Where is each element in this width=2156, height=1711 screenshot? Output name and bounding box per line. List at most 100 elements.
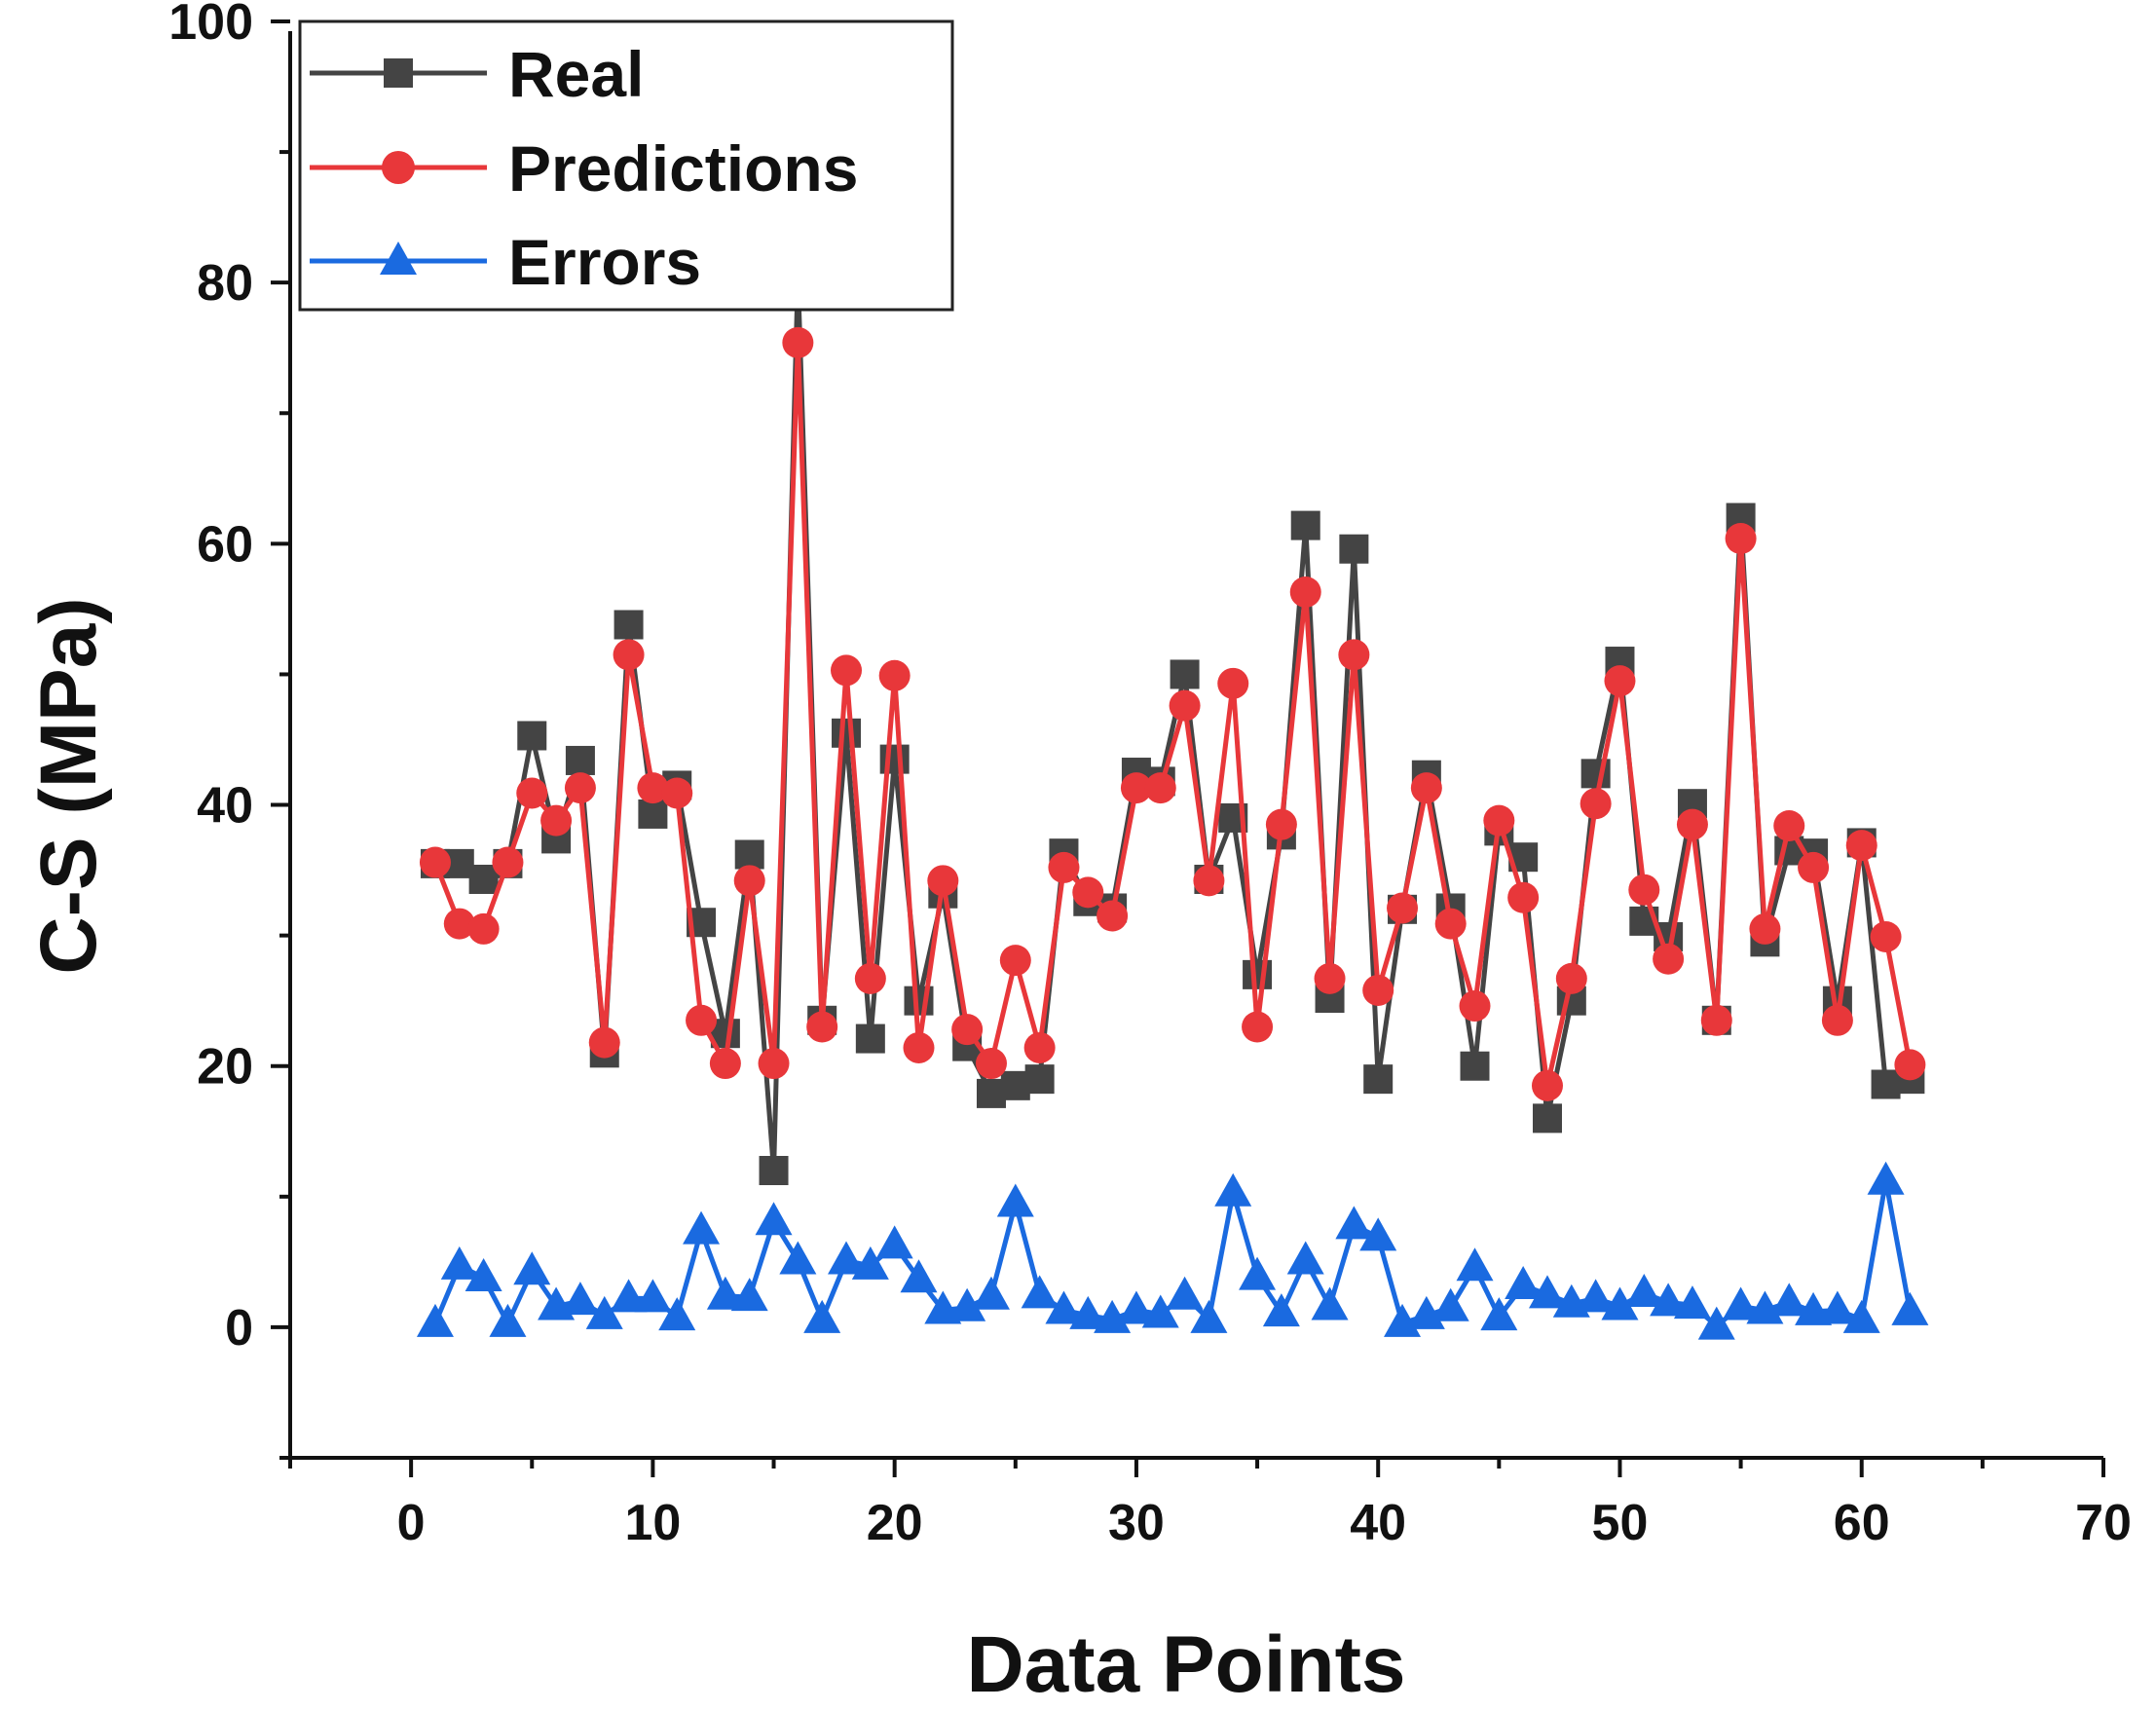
data-point-predictions xyxy=(1821,1004,1853,1036)
x-tick-label: 60 xyxy=(1834,1495,1890,1551)
data-point-errors xyxy=(1818,1290,1856,1324)
data-point-errors xyxy=(1577,1279,1615,1313)
data-point-errors xyxy=(1673,1285,1711,1320)
data-point-predictions xyxy=(878,659,911,691)
y-tick-label: 0 xyxy=(225,1300,253,1357)
data-point-predictions xyxy=(758,1048,790,1080)
data-point-errors xyxy=(1625,1274,1663,1308)
data-point-predictions xyxy=(492,846,524,878)
data-point-errors xyxy=(1795,1291,1833,1325)
legend-marker-real xyxy=(384,58,413,88)
data-point-predictions xyxy=(564,772,596,804)
data-point-errors xyxy=(1069,1295,1107,1329)
data-point-predictions xyxy=(1604,665,1636,697)
data-point-predictions xyxy=(1483,804,1515,837)
data-point-real xyxy=(1363,1064,1394,1095)
data-point-predictions xyxy=(1725,523,1757,554)
data-point-errors xyxy=(755,1202,793,1236)
data-point-errors xyxy=(1335,1206,1373,1240)
data-point-errors xyxy=(875,1225,913,1259)
data-point-predictions xyxy=(1845,830,1877,862)
x-tick-label: 70 xyxy=(2075,1495,2132,1551)
data-point-predictions xyxy=(1580,788,1612,820)
data-point-predictions xyxy=(1242,1011,1274,1043)
y-tick-label: 20 xyxy=(197,1039,253,1096)
data-point-real xyxy=(734,839,764,870)
data-point-predictions xyxy=(1097,900,1129,932)
data-point-errors xyxy=(416,1303,454,1337)
data-point-real xyxy=(879,744,910,774)
series-predictions xyxy=(419,326,1926,1101)
data-point-errors xyxy=(1117,1290,1155,1324)
data-point-errors xyxy=(948,1287,986,1321)
data-point-predictions xyxy=(1700,1004,1732,1036)
x-axis-ticks: 0 10 20 30 40 50 60 70 xyxy=(288,1458,2132,1551)
data-point-predictions xyxy=(1193,865,1225,897)
data-point-predictions xyxy=(782,326,814,358)
x-tick-label: 20 xyxy=(867,1495,923,1551)
data-point-predictions xyxy=(1434,908,1467,940)
data-point-errors xyxy=(513,1251,551,1285)
data-point-errors xyxy=(1456,1247,1494,1282)
data-point-errors xyxy=(996,1183,1034,1217)
data-point-real xyxy=(638,799,668,829)
data-point-errors xyxy=(1528,1275,1566,1309)
data-point-predictions xyxy=(1410,772,1442,804)
data-point-predictions xyxy=(951,1014,984,1046)
data-point-predictions xyxy=(661,777,693,809)
data-point-predictions xyxy=(1289,576,1321,608)
y-tick-label: 80 xyxy=(197,255,253,312)
data-point-predictions xyxy=(1023,1031,1056,1063)
data-point-errors xyxy=(1867,1161,1905,1195)
series-line-real xyxy=(434,273,1911,1173)
y-tick-label: 40 xyxy=(197,778,253,835)
data-point-predictions xyxy=(1048,851,1080,883)
data-point-errors xyxy=(1770,1283,1808,1317)
x-tick-label: 10 xyxy=(624,1495,681,1551)
data-point-predictions xyxy=(1387,892,1419,924)
data-point-errors xyxy=(1505,1266,1543,1299)
legend-label-errors: Errors xyxy=(508,226,701,298)
data-point-errors xyxy=(706,1276,744,1310)
data-point-errors xyxy=(1021,1275,1059,1309)
data-point-predictions xyxy=(1459,990,1491,1023)
data-point-predictions xyxy=(806,1011,838,1043)
data-point-predictions xyxy=(831,654,863,687)
data-point-predictions xyxy=(1362,974,1394,1006)
data-point-errors xyxy=(489,1303,527,1337)
data-point-errors xyxy=(610,1279,648,1313)
data-point-predictions xyxy=(999,945,1031,977)
data-point-errors xyxy=(1650,1283,1688,1317)
legend: Real Predictions Errors xyxy=(298,19,954,312)
data-point-errors xyxy=(1286,1241,1324,1275)
data-point-real xyxy=(1243,959,1273,989)
data-point-predictions xyxy=(1217,667,1249,699)
data-point-predictions xyxy=(903,1031,935,1063)
data-point-real xyxy=(613,610,644,640)
data-point-errors xyxy=(658,1297,696,1331)
y-axis-ticks: 0 20 40 60 80 100 xyxy=(168,0,290,1460)
data-point-errors xyxy=(1480,1297,1518,1331)
data-point-errors xyxy=(1190,1299,1228,1333)
data-point-errors xyxy=(779,1241,817,1275)
data-point-errors xyxy=(1239,1256,1277,1290)
data-point-predictions xyxy=(854,962,886,994)
data-point-predictions xyxy=(1653,943,1685,975)
data-point-predictions xyxy=(613,639,645,671)
data-point-errors xyxy=(1094,1299,1132,1333)
data-point-predictions xyxy=(540,804,573,837)
data-point-predictions xyxy=(419,846,451,878)
data-point-predictions xyxy=(1773,810,1805,841)
data-point-errors xyxy=(585,1295,623,1329)
legend-label-real: Real xyxy=(508,38,644,110)
data-point-predictions xyxy=(588,1026,620,1059)
x-tick-label: 40 xyxy=(1350,1495,1406,1551)
data-point-errors xyxy=(900,1259,938,1293)
x-tick-label: 0 xyxy=(397,1495,426,1551)
data-point-predictions xyxy=(1314,962,1346,994)
data-point-real xyxy=(1024,1064,1055,1095)
data-point-predictions xyxy=(975,1048,1007,1080)
data-point-errors xyxy=(561,1282,599,1316)
